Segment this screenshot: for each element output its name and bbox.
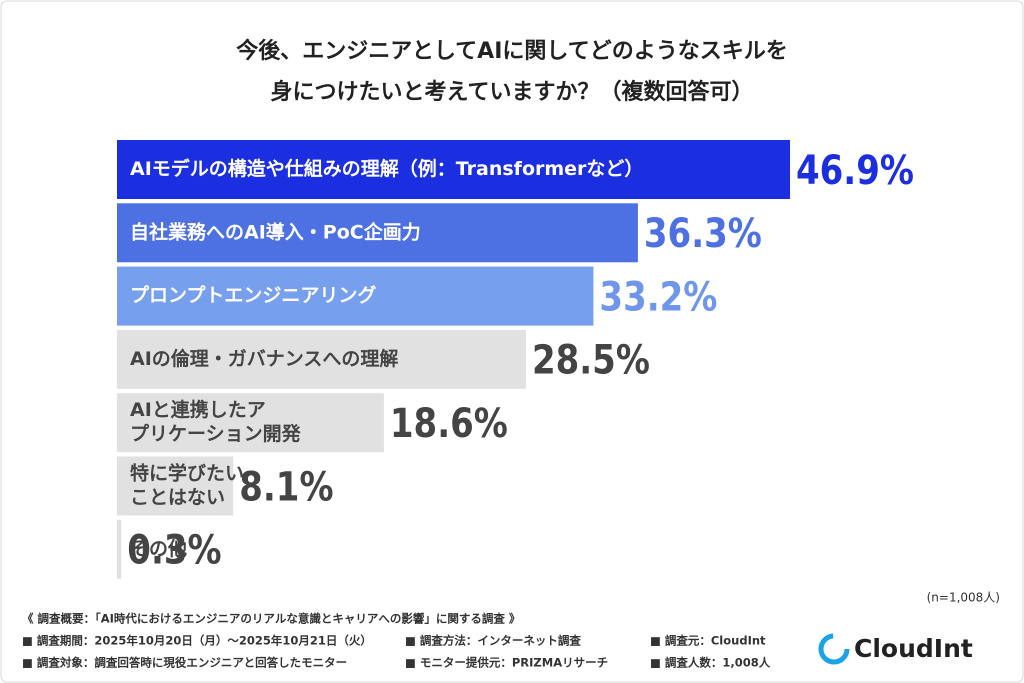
value-label: 33.2%	[599, 274, 717, 320]
bar	[117, 456, 234, 516]
logo: CloudInt	[818, 633, 973, 665]
category-label: 自社業務へのAI導入・PoC企画力	[130, 220, 421, 243]
value-label: 18.6%	[390, 400, 508, 446]
footer-item: ■ 調査対象：調査回答時に現役エンジニアと回答したモニター	[22, 656, 347, 670]
footer-item: ■ モニター提供元：PRIZMAリサーチ	[405, 656, 608, 670]
category-label: その他	[130, 537, 187, 560]
logo-text: CloudInt	[854, 634, 973, 663]
bar	[117, 266, 594, 326]
footer-item: ■ 調査期間：2025年10月20日（月）～2025年10月21日（火）	[22, 634, 372, 648]
footer-item: ■ 調査方法：インターネット調査	[405, 634, 581, 648]
sample-note: (n=1,008人)	[927, 591, 1000, 605]
category-label: AIの倫理・ガバナンスへの理解	[130, 347, 398, 370]
category-label: 特に学びたい	[130, 462, 244, 485]
chart-title: 身につけたいと考えていますか？（複数回答可）	[271, 79, 754, 105]
value-label: 28.5%	[532, 337, 650, 383]
footer-item: ■ 調査元：CloudInt	[650, 634, 766, 648]
footer-item: ■ 調査人数：1,008人	[650, 656, 771, 670]
value-label: 46.9%	[796, 147, 914, 193]
bar	[117, 393, 384, 453]
category-label: プロンプトエンジニアリング	[130, 284, 376, 307]
category-label: AIと連携したア	[130, 398, 266, 421]
bar	[117, 519, 122, 579]
bar	[117, 203, 638, 263]
category-label: ことはない	[130, 487, 225, 509]
chart-title: 今後、エンジニアとしてAIに関してどのようなスキルを	[236, 38, 787, 64]
footer-heading: 《 調査概要：「AI時代におけるエンジニアのリアルな意識とキャリアへの影響」に関…	[22, 612, 520, 626]
bar	[117, 140, 791, 199]
category-label: プリケーション開発	[130, 422, 302, 445]
value-label: 0.3%	[127, 527, 221, 573]
bar	[117, 329, 526, 389]
category-label: AIモデルの構造や仕組みの理解（例：Transformerなど）	[130, 157, 643, 180]
value-label: 36.3%	[644, 210, 762, 256]
value-label: 8.1%	[239, 464, 333, 510]
logo-icon	[818, 633, 850, 665]
